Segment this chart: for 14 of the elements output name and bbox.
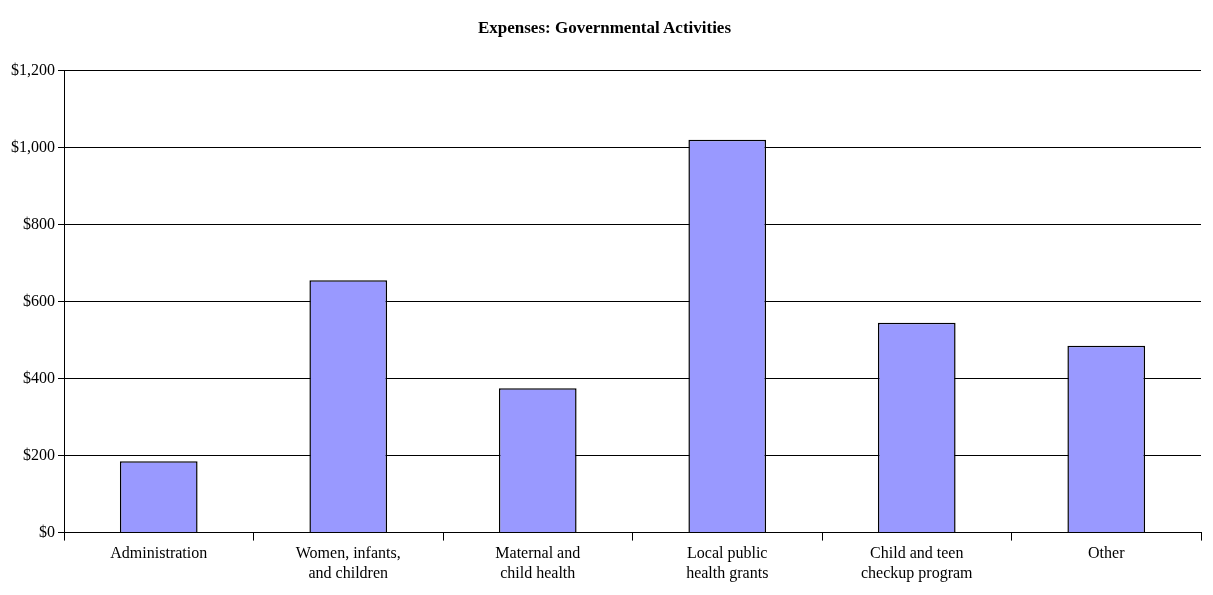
x-tick-label: Maternal and child health [495,544,581,581]
x-tick-label: Administration [110,544,208,562]
x-tick-label: Women, infants, and children [295,544,401,581]
y-tick-label: $1,200 [11,60,55,78]
y-tick-label: $400 [23,368,55,386]
y-tick-label: $600 [23,291,55,309]
y-tick-label: $1,000 [11,137,55,155]
chart-title: Expenses: Governmental Activities [477,17,732,37]
y-tick-label: $0 [39,522,55,540]
y-tick-label: $200 [23,445,55,463]
x-tick-label: Other [1088,544,1126,562]
y-tick-label: $800 [23,214,55,232]
x-tick-label: Local public health grants [686,544,769,582]
x-tick-label: Child and teen checkup program [860,544,974,582]
